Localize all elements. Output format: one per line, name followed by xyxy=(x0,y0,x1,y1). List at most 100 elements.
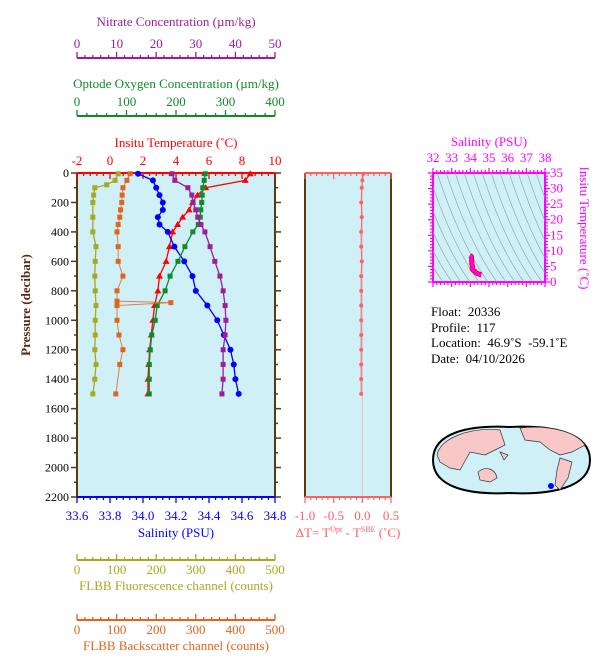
nitrate-point xyxy=(222,332,228,338)
backscatter-tick-label: 500 xyxy=(265,622,285,637)
salinity-tick-label: 34.6 xyxy=(231,508,254,523)
salinity-point xyxy=(227,346,234,353)
fluorescence-point xyxy=(91,192,97,198)
temperature-tick-label: 8 xyxy=(239,153,246,168)
fluorescence-tick-label: 400 xyxy=(226,562,246,577)
temperature-point xyxy=(165,243,173,250)
delta-t-point xyxy=(359,244,364,249)
density-contour xyxy=(433,210,471,282)
density-contour xyxy=(481,173,534,282)
oxygen-point xyxy=(182,244,188,250)
nitrate-point xyxy=(220,376,226,382)
density-contour xyxy=(508,173,545,259)
temperature-point xyxy=(174,221,182,228)
nitrate-tick-label: 10 xyxy=(110,36,123,51)
pressure-tick-label: 0 xyxy=(63,166,69,180)
density-contours xyxy=(433,173,545,282)
backscatter-point xyxy=(120,273,126,279)
salinity-point xyxy=(235,390,242,397)
salinity-point xyxy=(232,376,239,383)
fluorescence-point xyxy=(92,185,98,191)
delta-t-point xyxy=(359,391,364,396)
temperature-tick-label: 10 xyxy=(269,153,282,168)
salinity-point xyxy=(230,361,237,368)
delta-t-point xyxy=(359,200,364,205)
delta-t-tick-label: -0.5 xyxy=(323,508,344,523)
temperature-point xyxy=(185,206,193,213)
ts-x-tick-label: 35 xyxy=(483,150,496,165)
oxygen-point xyxy=(167,273,173,279)
backscatter-point xyxy=(117,214,123,220)
fluorescence-point xyxy=(92,273,98,279)
temperature-point xyxy=(162,257,170,264)
ts-y-tick-label: 25 xyxy=(550,196,563,211)
salinity-tick-label: 33.6 xyxy=(66,508,89,523)
oxygen-point xyxy=(149,332,155,338)
fluorescence-point xyxy=(90,229,96,235)
float-info: Float: 20336 Profile: 117 Location: 46.9… xyxy=(431,304,567,366)
pressure-tick-label: 400 xyxy=(51,225,69,239)
nitrate-point xyxy=(223,317,229,323)
temperature-tick-label: 0 xyxy=(107,153,114,168)
map-landmass xyxy=(436,429,506,471)
backscatter-point xyxy=(119,199,125,205)
map-landmass xyxy=(499,451,509,461)
ts-title: Salinity (PSU) xyxy=(451,134,527,149)
ts-x-tick-label: 32 xyxy=(427,150,440,165)
backscatter-point xyxy=(114,317,120,323)
temperature-tick-label: 2 xyxy=(140,153,147,168)
ts-x-tick-label: 33 xyxy=(445,150,458,165)
oxygen-point xyxy=(147,347,153,353)
backscatter-point xyxy=(168,300,174,306)
salinity-point xyxy=(156,221,163,228)
salinity-tick-label: 34.4 xyxy=(198,508,221,523)
nitrate-point xyxy=(202,229,208,235)
temperature-point xyxy=(154,287,162,294)
nitrate-point xyxy=(169,171,175,177)
fluorescence-tick-label: 100 xyxy=(107,562,127,577)
delta-t-point xyxy=(359,288,364,293)
backscatter-point xyxy=(115,258,121,264)
nitrate-point xyxy=(217,273,223,279)
oxygen-point xyxy=(199,199,205,205)
salinity-point xyxy=(156,192,163,199)
temperature-tick-label: 6 xyxy=(206,153,213,168)
fluorescence-point xyxy=(92,258,98,264)
fluorescence-point xyxy=(92,347,98,353)
ts-y-tick-label: 5 xyxy=(550,258,557,273)
fluorescence-point xyxy=(112,177,118,183)
ts-y-axis-title: Insitu Temperature (˚C) xyxy=(577,166,592,289)
pressure-axis-title: Pressure (decibar) xyxy=(18,254,33,356)
ts-plot-area xyxy=(432,172,546,283)
map-landmass xyxy=(554,457,573,491)
density-contour xyxy=(433,186,480,282)
fluorescence-point xyxy=(115,171,121,177)
fluorescence-tick-label: 300 xyxy=(186,562,206,577)
salinity-point xyxy=(159,199,166,206)
density-contour xyxy=(517,173,545,242)
salinity-point xyxy=(181,258,188,265)
backscatter-point xyxy=(118,207,124,213)
ts-profile-line xyxy=(469,254,483,277)
backscatter-point xyxy=(115,244,121,250)
map-landmass xyxy=(477,468,498,483)
fluorescence-point xyxy=(104,182,110,188)
pressure-tick-label: 1200 xyxy=(45,343,69,357)
fluorescence-point xyxy=(92,317,98,323)
pressure-tick-label: 1600 xyxy=(45,402,69,416)
salinity-tick-label: 34.8 xyxy=(264,508,287,523)
nitrate-point xyxy=(190,199,196,205)
delta-t-point xyxy=(359,185,364,190)
backscatter-point xyxy=(114,229,120,235)
temperature-axis-title: Insitu Temperature (˚C) xyxy=(114,135,237,150)
nitrate-tick-label: 30 xyxy=(189,36,202,51)
nitrate-point xyxy=(189,192,195,198)
backscatter-point xyxy=(114,288,120,294)
oxygen-point xyxy=(201,177,207,183)
salinity-axis-title: Salinity (PSU) xyxy=(138,525,214,540)
world-map xyxy=(431,425,592,495)
oxygen-tick-label: 200 xyxy=(166,94,186,109)
salinity-point xyxy=(135,170,142,177)
oxygen-point xyxy=(146,391,152,397)
oxygen-point xyxy=(199,192,205,198)
